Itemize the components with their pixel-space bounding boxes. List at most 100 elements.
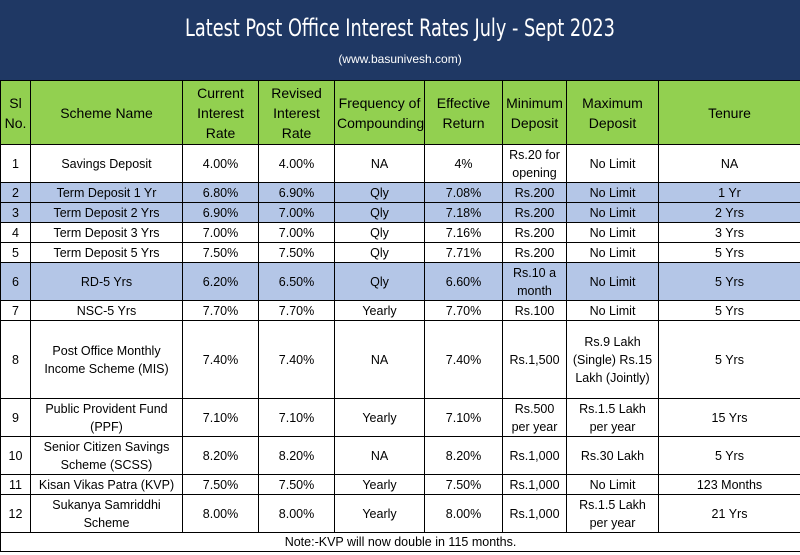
cell-compounding: Qly (334, 222, 425, 243)
table-row: 7 NSC-5 Yrs 7.70% 7.70% Yearly 7.70% Rs.… (0, 300, 800, 321)
cell-revised-rate: 7.50% (258, 474, 335, 495)
cell-compounding: Qly (334, 202, 425, 223)
col-header-max-deposit: Maximum Deposit (566, 80, 659, 145)
cell-scheme: Senior Citizen Savings Scheme (SCSS) (30, 436, 183, 475)
cell-tenure: 1 Yr (658, 182, 800, 203)
cell-current-rate: 7.50% (182, 242, 259, 263)
cell-effective-return: 7.10% (424, 398, 503, 437)
cell-revised-rate: 7.10% (258, 398, 335, 437)
cell-revised-rate: 8.00% (258, 494, 335, 533)
cell-effective-return: 7.18% (424, 202, 503, 223)
cell-sl: 6 (0, 262, 31, 301)
cell-revised-rate: 7.50% (258, 242, 335, 263)
cell-scheme: NSC-5 Yrs (30, 300, 183, 321)
col-header-compounding: Frequency of Compounding (334, 80, 425, 145)
col-header-sl: Sl No. (0, 80, 31, 145)
cell-sl: 9 (0, 398, 31, 437)
cell-effective-return: 7.08% (424, 182, 503, 203)
col-header-effective-return: Effective Return (424, 80, 503, 145)
table-row: 4 Term Deposit 3 Yrs 7.00% 7.00% Qly 7.1… (0, 222, 800, 243)
cell-compounding: Yearly (334, 300, 425, 321)
cell-revised-rate: 6.50% (258, 262, 335, 301)
cell-revised-rate: 8.20% (258, 436, 335, 475)
cell-max-deposit: Rs.9 Lakh (Single) Rs.15 Lakh (Jointly) (566, 320, 659, 399)
cell-scheme: Term Deposit 5 Yrs (30, 242, 183, 263)
cell-sl: 12 (0, 494, 31, 533)
cell-max-deposit: Rs.30 Lakh (566, 436, 659, 475)
cell-scheme: Savings Deposit (30, 144, 183, 183)
cell-tenure: 5 Yrs (658, 320, 800, 399)
table-row: 8 Post Office Monthly Income Scheme (MIS… (0, 320, 800, 399)
cell-compounding: NA (334, 144, 425, 183)
cell-min-deposit: Rs.1,000 (502, 494, 567, 533)
table-row: 2 Term Deposit 1 Yr 6.80% 6.90% Qly 7.08… (0, 182, 800, 203)
header-row: Sl No. Scheme Name Current Interest Rate… (0, 80, 800, 145)
cell-compounding: NA (334, 320, 425, 399)
cell-min-deposit: Rs.500 per year (502, 398, 567, 437)
cell-current-rate: 7.10% (182, 398, 259, 437)
cell-compounding: Yearly (334, 494, 425, 533)
cell-max-deposit: No Limit (566, 262, 659, 301)
cell-revised-rate: 7.40% (258, 320, 335, 399)
table-row: 9 Public Provident Fund (PPF) 7.10% 7.10… (0, 398, 800, 437)
cell-tenure: NA (658, 144, 800, 183)
cell-min-deposit: Rs.200 (502, 242, 567, 263)
cell-scheme: Post Office Monthly Income Scheme (MIS) (30, 320, 183, 399)
cell-tenure: 5 Yrs (658, 436, 800, 475)
cell-max-deposit: No Limit (566, 300, 659, 321)
cell-max-deposit: Rs.1.5 Lakh per year (566, 398, 659, 437)
cell-tenure: 5 Yrs (658, 262, 800, 301)
cell-tenure: 15 Yrs (658, 398, 800, 437)
rates-table: Sl No. Scheme Name Current Interest Rate… (0, 80, 800, 552)
cell-current-rate: 7.50% (182, 474, 259, 495)
cell-compounding: Qly (334, 242, 425, 263)
cell-max-deposit: No Limit (566, 222, 659, 243)
cell-min-deposit: Rs.20 for opening (502, 144, 567, 183)
cell-effective-return: 7.40% (424, 320, 503, 399)
cell-tenure: 21 Yrs (658, 494, 800, 533)
col-header-min-deposit: Minimum Deposit (502, 80, 567, 145)
cell-min-deposit: Rs.200 (502, 182, 567, 203)
cell-effective-return: 7.70% (424, 300, 503, 321)
cell-sl: 7 (0, 300, 31, 321)
cell-max-deposit: Rs.1.5 Lakh per year (566, 494, 659, 533)
cell-sl: 2 (0, 182, 31, 203)
cell-effective-return: 7.50% (424, 474, 503, 495)
cell-sl: 10 (0, 436, 31, 475)
cell-scheme: Term Deposit 3 Yrs (30, 222, 183, 243)
cell-max-deposit: No Limit (566, 144, 659, 183)
cell-revised-rate: 7.00% (258, 222, 335, 243)
cell-max-deposit: No Limit (566, 242, 659, 263)
table-row: 10 Senior Citizen Savings Scheme (SCSS) … (0, 436, 800, 475)
cell-revised-rate: 6.90% (258, 182, 335, 203)
col-header-revised-rate: Revised Interest Rate (258, 80, 335, 145)
cell-revised-rate: 4.00% (258, 144, 335, 183)
col-header-tenure: Tenure (658, 80, 800, 145)
cell-scheme: RD-5 Yrs (30, 262, 183, 301)
cell-tenure: 5 Yrs (658, 300, 800, 321)
cell-compounding: Yearly (334, 398, 425, 437)
cell-effective-return: 7.71% (424, 242, 503, 263)
cell-sl: 8 (0, 320, 31, 399)
cell-scheme: Sukanya Samriddhi Scheme (30, 494, 183, 533)
title-banner: Latest Post Office Interest Rates July -… (0, 0, 800, 80)
cell-current-rate: 8.00% (182, 494, 259, 533)
cell-max-deposit: No Limit (566, 474, 659, 495)
cell-compounding: Qly (334, 182, 425, 203)
cell-min-deposit: Rs.10 a month (502, 262, 567, 301)
cell-revised-rate: 7.70% (258, 300, 335, 321)
cell-current-rate: 7.70% (182, 300, 259, 321)
cell-compounding: Qly (334, 262, 425, 301)
cell-max-deposit: No Limit (566, 202, 659, 223)
table-row: 3 Term Deposit 2 Yrs 6.90% 7.00% Qly 7.1… (0, 202, 800, 223)
cell-min-deposit: Rs.100 (502, 300, 567, 321)
cell-effective-return: 8.00% (424, 494, 503, 533)
col-header-scheme: Scheme Name (30, 80, 183, 145)
table-row: 11 Kisan Vikas Patra (KVP) 7.50% 7.50% Y… (0, 474, 800, 495)
cell-effective-return: 6.60% (424, 262, 503, 301)
note-row: Note:-KVP will now double in 115 months. (0, 532, 800, 552)
cell-effective-return: 4% (424, 144, 503, 183)
cell-sl: 3 (0, 202, 31, 223)
table-row: 5 Term Deposit 5 Yrs 7.50% 7.50% Qly 7.7… (0, 242, 800, 263)
cell-current-rate: 7.00% (182, 222, 259, 243)
